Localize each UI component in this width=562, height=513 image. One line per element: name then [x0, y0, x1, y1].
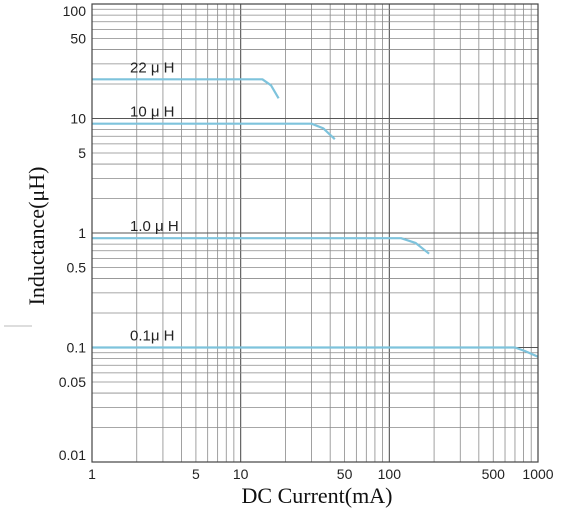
y-tick-label: 100	[63, 3, 87, 19]
y-tick-label: 5	[78, 145, 86, 161]
y-tick-labels: 100 50 10 5 1 0.5 0.1 0.05 0.01	[59, 3, 86, 463]
series-line-1	[92, 78, 280, 99]
x-tick-labels: 1 5 10 50 100 500 1000	[88, 466, 554, 482]
series-line-2	[92, 122, 336, 140]
y-tick-label: 0.01	[59, 447, 86, 463]
plot-frame	[91, 3, 539, 463]
y-tick-label: 50	[70, 30, 86, 46]
series-label-3: 1.0 μ H	[130, 218, 179, 235]
series-label-2: 10 μ H	[130, 104, 175, 121]
series-line-3	[92, 237, 430, 255]
y-tick-label: 1	[78, 225, 86, 241]
y-tick-label: 0.1	[67, 340, 87, 356]
x-tick-label: 1000	[522, 466, 553, 482]
series-line-4	[92, 346, 539, 358]
x-tick-label: 5	[192, 466, 200, 482]
x-tick-label: 1	[88, 466, 96, 482]
x-tick-label: 100	[378, 466, 402, 482]
series-labels: 22 μ H 10 μ H 1.0 μ H 0.1μ H	[130, 59, 179, 344]
y-axis-title: Inductance(μH)	[24, 167, 49, 306]
series-group	[92, 78, 539, 358]
y-tick-label: 10	[70, 111, 86, 127]
x-tick-label: 50	[337, 466, 353, 482]
x-tick-label: 10	[233, 466, 249, 482]
series-label-1: 22 μ H	[130, 59, 175, 76]
x-tick-label: 500	[482, 466, 506, 482]
x-axis-title: DC Current(mA)	[242, 483, 393, 508]
y-tick-label: 0.5	[67, 259, 87, 275]
series-label-4: 0.1μ H	[130, 328, 175, 345]
y-tick-label: 0.05	[59, 374, 86, 390]
